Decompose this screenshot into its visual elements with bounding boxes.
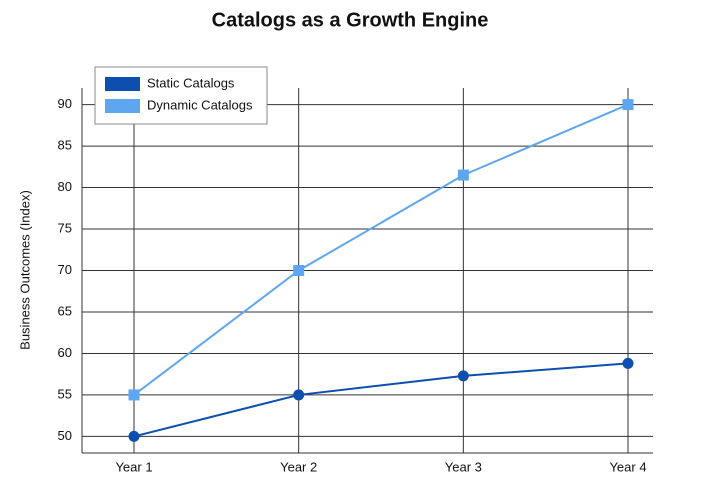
legend-swatch bbox=[105, 77, 140, 91]
y-tick-label: 50 bbox=[58, 428, 72, 443]
marker bbox=[622, 99, 634, 111]
x-tick-label: Year 4 bbox=[609, 459, 646, 474]
y-tick-label: 85 bbox=[58, 138, 72, 153]
legend-swatch bbox=[105, 99, 140, 113]
y-tick-label: 75 bbox=[58, 220, 72, 235]
y-tick-label: 55 bbox=[58, 386, 72, 401]
x-tick-label: Year 1 bbox=[115, 459, 152, 474]
series-line bbox=[133, 103, 629, 396]
y-axis-label: Business Outcomes (Index) bbox=[17, 190, 32, 350]
y-tick-label: 60 bbox=[58, 345, 72, 360]
marker bbox=[457, 169, 469, 181]
marker bbox=[457, 370, 469, 382]
y-tick-label: 80 bbox=[58, 179, 72, 194]
x-tick-label: Year 2 bbox=[280, 459, 317, 474]
x-tick-label: Year 3 bbox=[445, 459, 482, 474]
y-tick-label: 65 bbox=[58, 303, 72, 318]
y-tick-label: 70 bbox=[58, 262, 72, 277]
marker bbox=[622, 357, 634, 369]
legend-label: Static Catalogs bbox=[147, 75, 235, 90]
marker bbox=[128, 430, 140, 442]
chart-title: Catalogs as a Growth Engine bbox=[212, 9, 489, 31]
marker bbox=[293, 265, 305, 276]
marker bbox=[293, 389, 305, 401]
legend-box bbox=[94, 66, 268, 125]
legend-label: Dynamic Catalogs bbox=[147, 97, 253, 112]
y-tick-label: 90 bbox=[58, 96, 72, 111]
series-line bbox=[133, 362, 629, 438]
marker bbox=[128, 389, 140, 401]
